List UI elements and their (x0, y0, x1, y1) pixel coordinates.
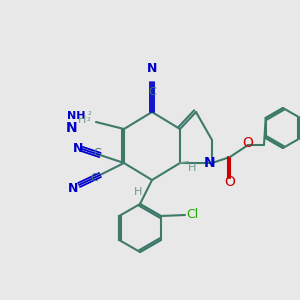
Text: N: N (147, 61, 157, 74)
Text: H: H (78, 115, 86, 125)
Text: C: C (90, 173, 98, 183)
Text: O: O (243, 136, 254, 150)
Text: N: N (66, 121, 78, 135)
Text: N: N (204, 156, 216, 170)
Text: O: O (225, 175, 236, 189)
Text: Cl: Cl (186, 208, 198, 221)
Text: ₂: ₂ (87, 113, 91, 123)
Text: ₂: ₂ (88, 107, 92, 117)
Text: H: H (134, 187, 142, 197)
Text: N: N (73, 142, 83, 154)
Text: NH: NH (68, 111, 86, 121)
Text: H: H (188, 163, 196, 173)
Text: N: N (68, 182, 78, 194)
Text: C: C (93, 148, 101, 158)
Text: C: C (148, 87, 156, 97)
